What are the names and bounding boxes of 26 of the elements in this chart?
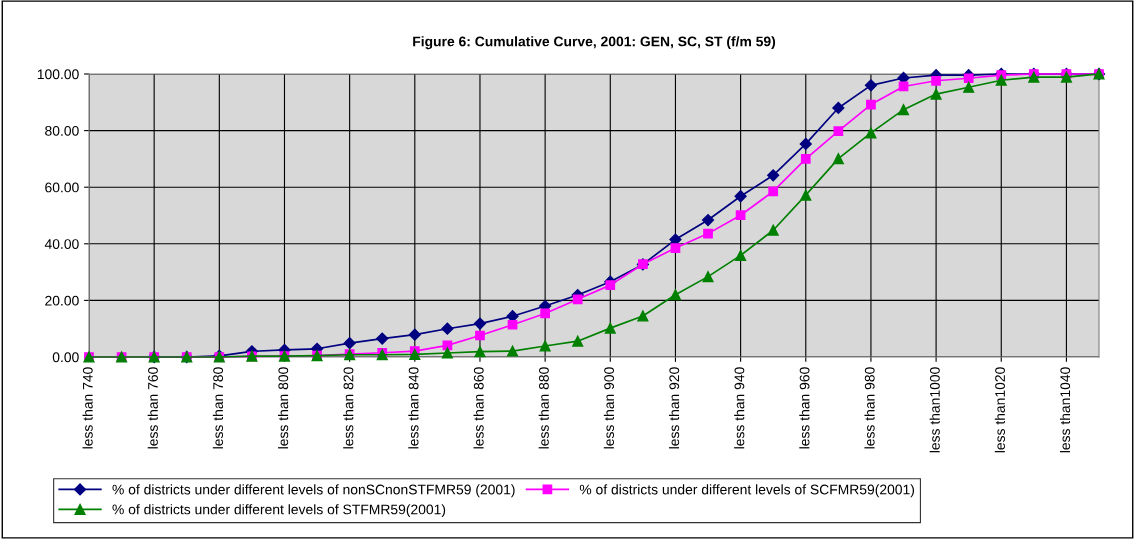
legend-label: % of districts under different levels of STFMR59(2001) xyxy=(112,504,446,518)
x-tick-label: less than 860 xyxy=(473,367,484,449)
x-tick-label: less than 820 xyxy=(343,367,354,449)
y-tick-label: 0.00 xyxy=(52,352,79,363)
y-tick-label: 100.00 xyxy=(37,69,79,80)
y-tick-label: 20.00 xyxy=(45,295,79,306)
x-tick-label: less than1000 xyxy=(929,367,940,453)
x-tick-label: less than 800 xyxy=(278,367,289,449)
x-tick-label: less than 740 xyxy=(82,367,93,449)
x-tick-label: less than 900 xyxy=(603,367,615,449)
y-tick-label: 60.00 xyxy=(45,182,79,193)
chart-title: Figure 6: Cumulative Curve, 2001: GEN, SC, ST (f/m 59) xyxy=(413,36,776,50)
x-tick-label: less than1020 xyxy=(994,367,1005,453)
x-tick-label: less than 940 xyxy=(734,367,745,449)
x-tick-label: less than 960 xyxy=(799,367,810,449)
legend-label: % of districts under different levels of nonSCnonSTFMR59 (2001) xyxy=(112,484,515,498)
x-tick-label: less than1040 xyxy=(1059,367,1071,453)
x-tick-label: less than 760 xyxy=(147,367,158,449)
x-tick-label: less than 920 xyxy=(668,367,680,449)
x-tick-label: less than 980 xyxy=(864,367,875,449)
x-tick-label: less than 780 xyxy=(212,367,224,449)
y-tick-label: 40.00 xyxy=(44,239,79,249)
y-tick-label: 80.00 xyxy=(45,125,79,136)
legend-label: % of districts under different levels of SCFMR59(2001) xyxy=(579,484,915,498)
x-tick-label: less than 840 xyxy=(408,367,419,449)
x-tick-label: less than 880 xyxy=(538,367,549,449)
